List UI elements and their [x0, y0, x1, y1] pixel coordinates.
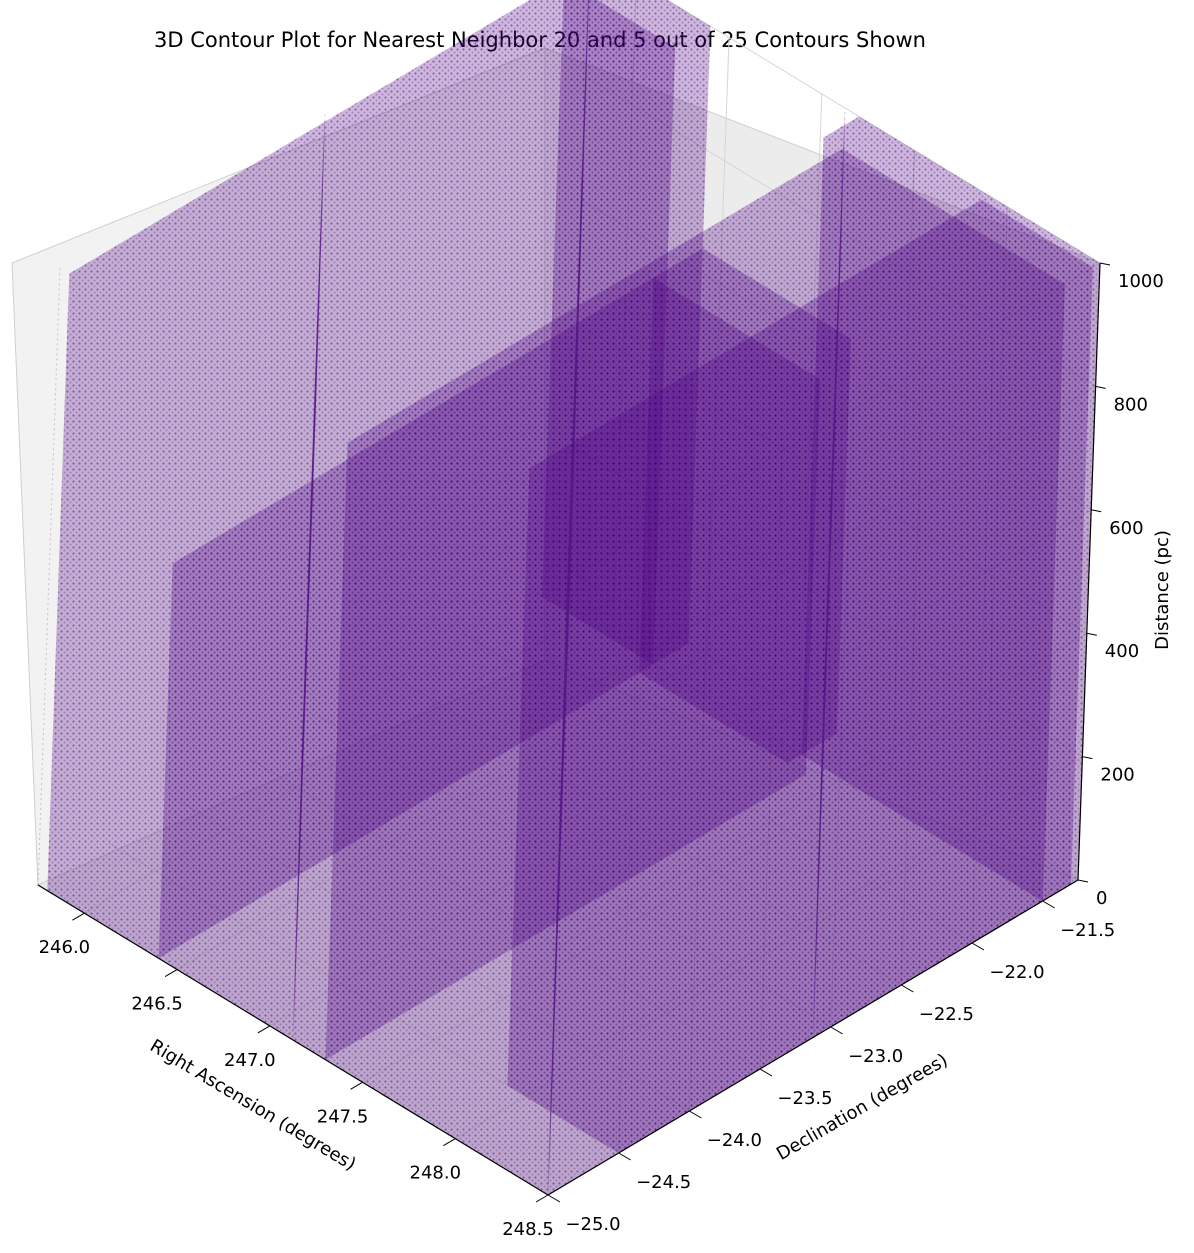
x-tick — [443, 1138, 456, 1147]
z-tick-label: 200 — [1100, 765, 1134, 786]
scatter-column — [507, 199, 1093, 1154]
y-tick-label: −22.0 — [989, 962, 1044, 983]
y-tick — [689, 1110, 702, 1119]
y-ticks: −25.0 −24.5 −24.0 −23.5 −23.0 −22.5 −22.0 −21.5 — [547, 900, 1115, 1235]
y-tick-label: −24.5 — [636, 1172, 691, 1193]
z-tick-label: 0 — [1096, 888, 1107, 909]
axis-lines — [37, 262, 1101, 1196]
z-tick — [1082, 756, 1093, 760]
x-tick-label: 248.0 — [410, 1163, 462, 1184]
x-tick — [164, 969, 178, 977]
y-tick — [759, 1068, 773, 1077]
y-tick — [971, 942, 985, 951]
y-tick-label: −22.5 — [919, 1004, 974, 1025]
x-tick — [72, 912, 85, 921]
x-axis-line — [37, 884, 549, 1196]
y-tick-label: −24.0 — [707, 1130, 762, 1151]
y-tick — [1042, 900, 1055, 909]
z-tick — [1095, 385, 1106, 389]
y-tick — [547, 1194, 561, 1203]
z-tick — [1091, 509, 1102, 513]
y-tick-label: −23.5 — [777, 1088, 832, 1109]
x-tick-label: 247.5 — [317, 1106, 369, 1127]
x-tick-label: 247.0 — [224, 1050, 276, 1071]
x-tick-label: 248.5 — [502, 1219, 554, 1240]
x-tick-label: 246.5 — [131, 994, 183, 1015]
z-axis-line — [1077, 262, 1101, 881]
z-tick-label: 1000 — [1118, 271, 1164, 292]
x-tick — [257, 1025, 271, 1034]
z-tick — [1086, 632, 1097, 636]
y-tick — [830, 1026, 843, 1035]
z-tick-label: 400 — [1105, 641, 1139, 662]
z-axis-label: Distance (pc) — [1152, 530, 1173, 650]
x-tick-label: 246.0 — [39, 937, 91, 958]
z-tick — [1099, 262, 1111, 266]
y-tick-label: −21.5 — [1060, 920, 1115, 941]
y-tick — [618, 1152, 631, 1161]
y-tick-label: −23.0 — [848, 1046, 903, 1067]
z-ticks: 0 200 400 600 800 1000 — [1077, 262, 1164, 909]
x-tick — [535, 1194, 549, 1203]
z-tick-label: 800 — [1114, 394, 1148, 415]
scatter-volume — [37, 0, 1100, 1195]
y-axis-line — [547, 879, 1079, 1196]
z-tick-label: 600 — [1109, 518, 1143, 539]
x-ticks: 246.0 246.5 247.0 247.5 248.0 248.5 — [39, 912, 554, 1240]
y-tick-label: −25.0 — [565, 1214, 620, 1235]
x-tick — [350, 1081, 363, 1090]
y-tick — [901, 984, 914, 993]
z-tick — [1077, 879, 1089, 883]
